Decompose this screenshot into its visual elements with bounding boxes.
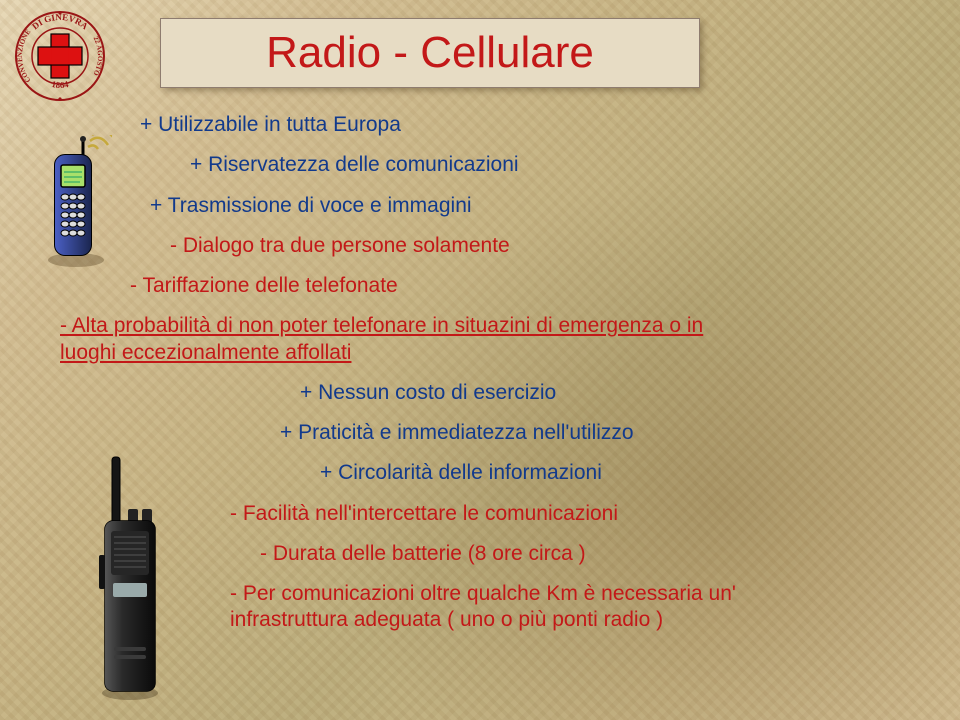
point-emergency-part2: luoghi eccezionalmente affollati	[60, 341, 351, 364]
point-europe: + Utilizzabile in tutta Europa	[140, 112, 930, 138]
slide-title: Radio - Cellulare	[266, 28, 594, 78]
point-practical: + Praticità e immediatezza nell'utilizzo	[280, 420, 930, 446]
title-box: Radio - Cellulare	[160, 18, 700, 88]
logo-text-bottom: 1864	[51, 79, 70, 90]
logo-text-left: CONVENZIONE	[16, 28, 33, 84]
point-circular: + Circolarità delle informazioni	[320, 460, 930, 486]
point-intercept: - Facilità nell'intercettare le comunica…	[230, 501, 930, 527]
point-two-persons: - Dialogo tra due persone solamente	[170, 233, 930, 259]
point-voice-image: + Trasmissione di voce e immagini	[150, 193, 930, 219]
point-infrastructure: - Per comunicazioni oltre qualche Km è n…	[230, 581, 930, 634]
point-no-cost: + Nessun costo di esercizio	[300, 380, 930, 406]
svg-text:1864: 1864	[51, 79, 70, 90]
red-cross-logo: DI GINEVRA 1864 CONVENZIONE 22 AGOSTO	[10, 6, 110, 106]
content-area: + Utilizzabile in tutta Europa + Riserva…	[30, 112, 930, 648]
point-infra-part1: - Per comunicazioni oltre qualche Km è n…	[230, 582, 736, 605]
point-privacy: + Riservatezza delle comunicazioni	[190, 152, 930, 178]
point-emergency: - Alta probabilità di non poter telefona…	[60, 313, 930, 366]
point-infra-part2: infrastruttura adeguata ( uno o più pont…	[230, 608, 663, 631]
svg-text:CONVENZIONE: CONVENZIONE	[16, 28, 33, 84]
point-emergency-part1: - Alta probabilità di non poter telefona…	[60, 314, 703, 337]
point-battery: - Durata delle batterie (8 ore circa )	[260, 541, 930, 567]
point-tariff: - Tariffazione delle telefonate	[130, 273, 930, 299]
